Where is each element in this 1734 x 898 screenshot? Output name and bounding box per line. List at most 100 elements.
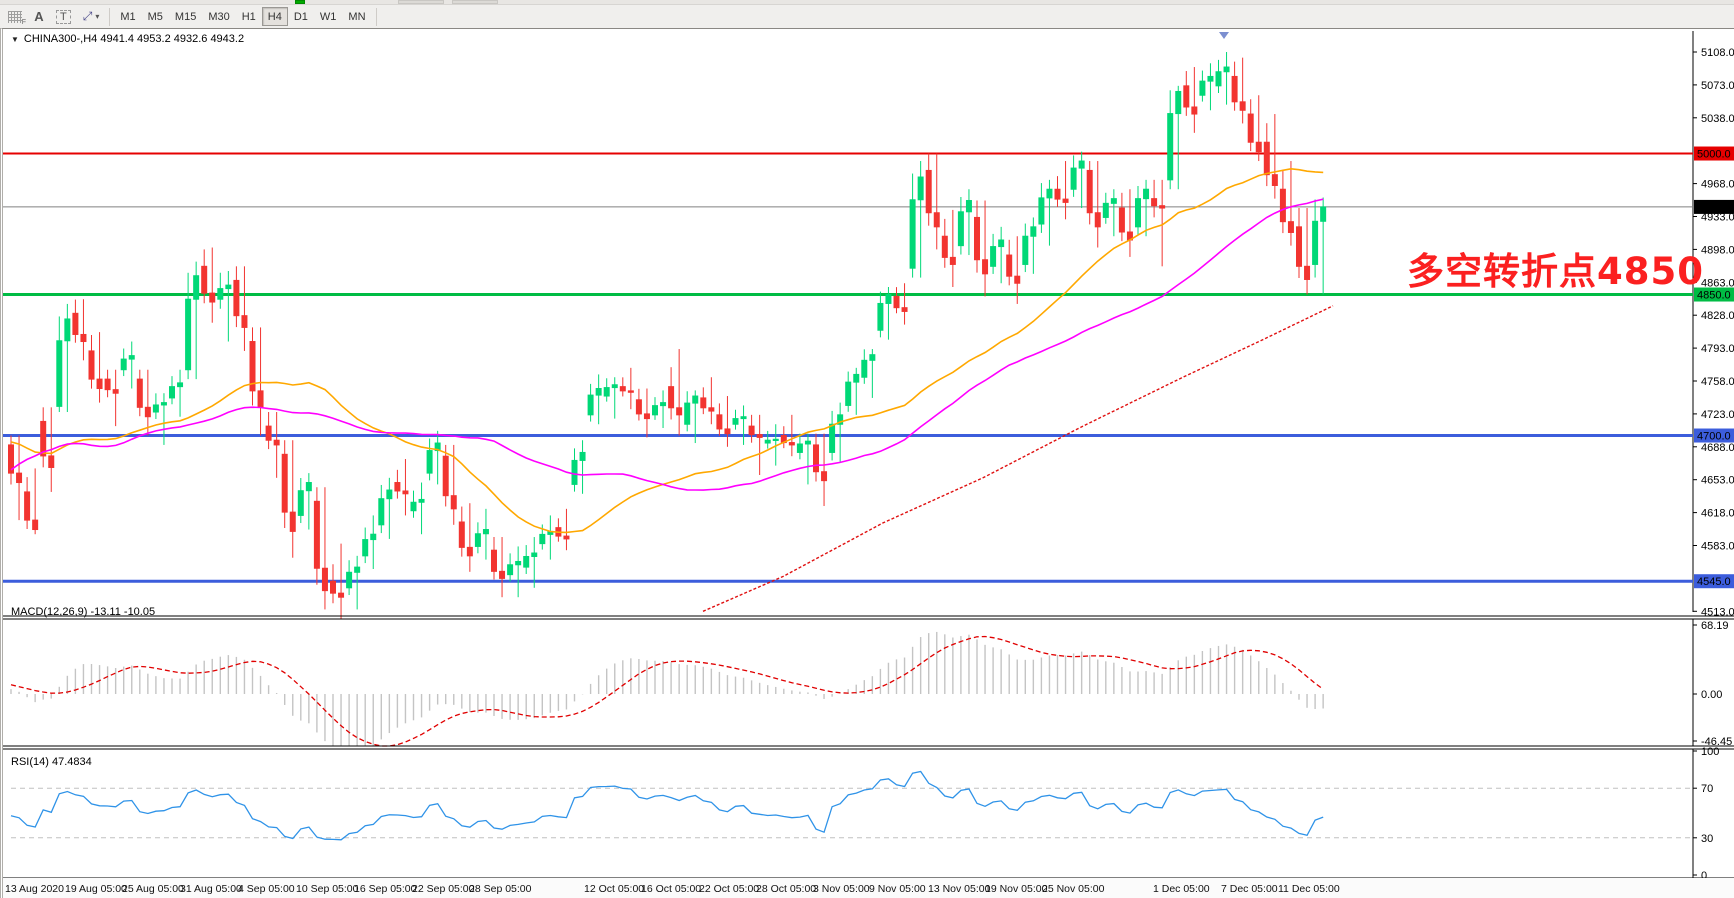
price-badge-label: 5000.0 <box>1697 149 1731 161</box>
timeframe-button-h1[interactable]: H1 <box>241 10 256 23</box>
macd-tick-label: 0.00 <box>1701 689 1722 701</box>
grid-icon: F <box>8 10 26 26</box>
letter-a-icon: A <box>34 9 44 24</box>
date-tick-label: 16 Oct 05:00 <box>641 883 702 895</box>
timeframe-button-m1[interactable]: M1 <box>120 10 136 23</box>
price-tick-label: 4863.0 <box>1701 277 1734 289</box>
toolbar-remnant-green <box>295 0 305 4</box>
price-badge <box>1694 199 1734 214</box>
timeframe-button-mn[interactable]: MN <box>348 10 366 23</box>
chevron-down-icon: ▾ <box>95 12 100 21</box>
price-badge-label: 4943.2 <box>1697 202 1731 214</box>
date-tick-label: 19 Aug 05:00 <box>65 883 127 895</box>
toolbar-remnant <box>398 0 444 4</box>
rsi-tick-label: 30 <box>1701 833 1713 845</box>
price-tick-label: 4933.0 <box>1701 212 1734 224</box>
crosshair-grid-button[interactable]: F <box>2 7 28 26</box>
date-tick-label: 13 Aug 2020 <box>5 883 64 895</box>
date-tick-label: 1 Dec 05:00 <box>1153 883 1210 895</box>
chevron-down-icon: ▼ <box>11 34 19 44</box>
price-tick-label: 4758.0 <box>1701 376 1734 388</box>
price-tick-label: 4618.0 <box>1701 508 1734 520</box>
price-tick-label: 5073.0 <box>1701 80 1734 92</box>
macd-histogram <box>10 631 1324 746</box>
date-tick-label: 13 Nov 05:00 <box>928 883 991 895</box>
timeframe-button-d1[interactable]: D1 <box>293 10 308 23</box>
chart-annotation-text: 多空转折点4850 <box>1407 250 1704 293</box>
price-badge-label: 4700.0 <box>1697 431 1731 443</box>
date-tick-label: 4 Sep 05:00 <box>238 883 295 895</box>
rsi-tick-label: 100 <box>1701 746 1719 758</box>
window-top-strip <box>0 0 1734 5</box>
text-box-button[interactable]: T <box>50 7 77 26</box>
date-tick-label: 10 Sep 05:00 <box>296 883 359 895</box>
ma-slow-line <box>10 198 1324 491</box>
toolbar-separator <box>109 7 111 26</box>
date-tick-label: 22 Sep 05:00 <box>412 883 475 895</box>
price-tick-label: 4723.0 <box>1701 409 1734 421</box>
macd-panel: MACD(12,26,9) -13.11 -10.05 68.19 0.00 -46.… <box>10 606 1732 748</box>
macd-label: MACD(12,26,9) -13.11 -10.05 <box>11 606 155 618</box>
price-tick-label: 4513.0 <box>1701 606 1734 618</box>
chart-window[interactable]: ▼ CHINA300-,H4 4941.4 4953.2 4932.6 4943… <box>0 28 1734 898</box>
macd-tick-label: 68.19 <box>1701 620 1729 632</box>
macd-tick-label: -46.45 <box>1701 736 1732 748</box>
date-tick-label: 25 Nov 05:00 <box>1042 883 1105 895</box>
price-badge <box>1694 146 1734 161</box>
price-chart-canvas[interactable]: 5108.0 5073.0 5038.0 4968.0 4933.0 4898.0 4863… <box>3 29 1734 898</box>
price-tick-label: 5038.0 <box>1701 113 1734 125</box>
toolbar-remnant <box>452 0 498 4</box>
timeframe-button-m15[interactable]: M15 <box>174 10 197 23</box>
rsi-line <box>10 770 1324 841</box>
price-tick-label: 4653.0 <box>1701 475 1734 487</box>
date-tick-label: 28 Oct 05:00 <box>756 883 817 895</box>
rsi-tick-label: 0 <box>1701 870 1707 882</box>
timeframe-group: M1 M5 M15 M30 H1 H4 D1 W1 MN <box>114 7 371 26</box>
text-label-button[interactable]: A <box>28 7 50 26</box>
date-tick-label: 11 Dec 05:00 <box>1278 883 1340 895</box>
shapes-button[interactable]: ⤢ ▾ <box>77 7 106 26</box>
chart-shift-marker[interactable] <box>1219 32 1229 39</box>
chart-title-text: CHINA300-,H4 4941.4 4953.2 4932.6 4943.2 <box>23 33 245 45</box>
date-tick-label: 12 Oct 05:00 <box>584 883 645 895</box>
date-tick-label: 31 Aug 05:00 <box>180 883 242 895</box>
price-badge <box>1694 574 1734 589</box>
timeframe-button-w1[interactable]: W1 <box>319 10 337 23</box>
chart-toolbar: F A T ⤢ ▾ M1 M5 M15 M30 H1 H4 D1 W1 MN <box>0 5 1734 28</box>
price-tick-label: 4968.0 <box>1701 179 1734 191</box>
price-badge-label: 4850.0 <box>1697 290 1731 302</box>
timeframe-button-m5[interactable]: M5 <box>147 10 163 23</box>
date-tick-label: 28 Sep 05:00 <box>469 883 532 895</box>
price-tick-label: 4583.0 <box>1701 541 1734 553</box>
ma-long-line <box>702 305 1334 612</box>
date-axis: 13 Aug 2020 19 Aug 05:00 25 Aug 05:00 31 Au… <box>3 878 1734 898</box>
date-tick-label: 22 Oct 05:00 <box>699 883 760 895</box>
rsi-panel: RSI(14) 47.4834 100 70 30 0 <box>10 746 1719 882</box>
diagonal-arrows-icon: ⤢ <box>82 9 93 23</box>
date-tick-label: 25 Aug 05:00 <box>122 883 184 895</box>
timeframe-button-m30[interactable]: M30 <box>208 10 230 23</box>
price-tick-label: 4793.0 <box>1701 343 1734 355</box>
price-tick-label: 4898.0 <box>1701 244 1734 256</box>
chart-title: ▼ CHINA300-,H4 4941.4 4953.2 4932.6 4943… <box>11 33 244 45</box>
rsi-label: RSI(14) 47.4834 <box>11 756 92 768</box>
price-tick-label: 4828.0 <box>1701 310 1734 322</box>
rsi-tick-label: 70 <box>1701 783 1713 795</box>
price-badge-label: 4545.0 <box>1697 576 1731 588</box>
main-panel: 5108.0 5073.0 5038.0 4968.0 4933.0 4898.0 4863… <box>3 31 1734 619</box>
date-tick-label: 7 Dec 05:00 <box>1221 883 1278 895</box>
timeframe-button-h4[interactable]: H4 <box>261 7 288 26</box>
price-tick-label: 4688.0 <box>1701 442 1734 454</box>
price-tick-label: 5108.0 <box>1701 47 1734 59</box>
date-tick-label: 9 Nov 05:00 <box>869 883 926 895</box>
price-badge <box>1694 428 1734 443</box>
date-tick-label: 19 Nov 05:00 <box>985 883 1048 895</box>
price-badge <box>1694 287 1734 302</box>
candles-layer <box>8 52 1327 619</box>
date-tick-label: 16 Sep 05:00 <box>354 883 417 895</box>
macd-signal-line <box>10 635 1324 747</box>
date-tick-label: 3 Nov 05:00 <box>813 883 870 895</box>
toolbar-separator <box>375 7 377 26</box>
letter-t-icon: T <box>56 9 71 24</box>
ma-fast-line <box>10 167 1324 534</box>
